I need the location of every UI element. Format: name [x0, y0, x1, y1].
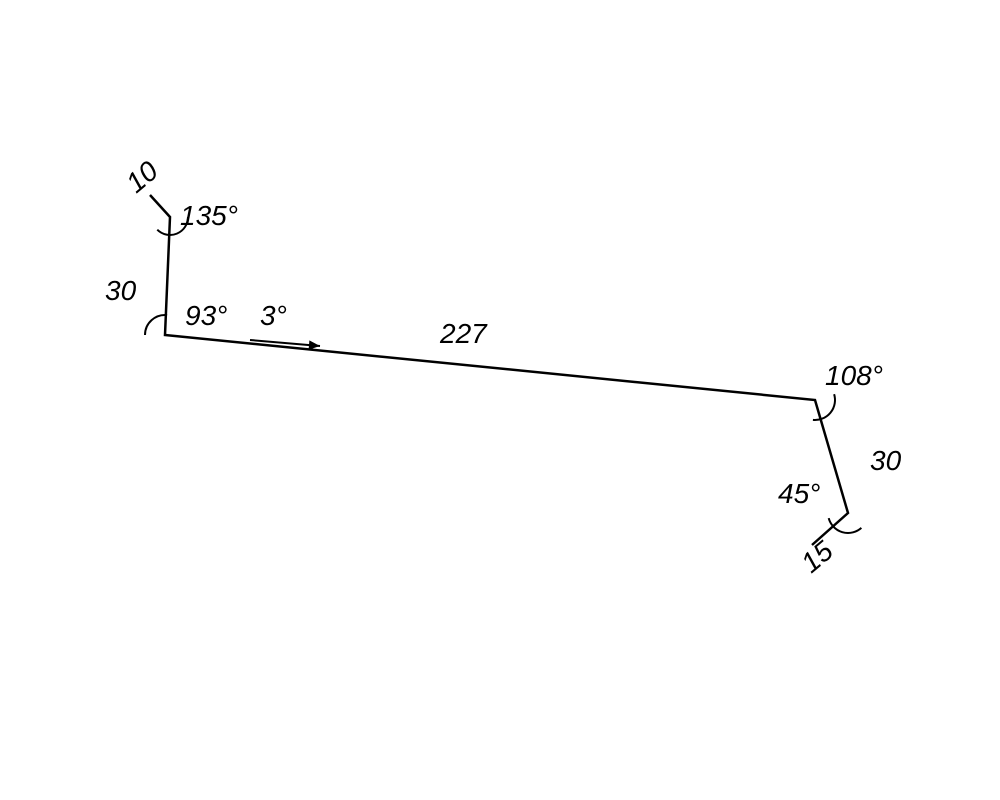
segment-length-2: 227	[440, 318, 487, 350]
slope-label: 3°	[260, 300, 287, 332]
angle-label-2: 108°	[825, 360, 883, 392]
angle-label-1: 93°	[185, 300, 227, 332]
angle-label-3: 45°	[778, 478, 820, 510]
segment-length-1: 30	[105, 275, 136, 307]
angle-arc-1	[145, 315, 167, 335]
segment-length-3: 30	[870, 445, 901, 477]
technical-drawing-svg	[0, 0, 1000, 800]
angle-label-0: 135°	[180, 200, 238, 232]
profile-polyline	[150, 195, 848, 545]
